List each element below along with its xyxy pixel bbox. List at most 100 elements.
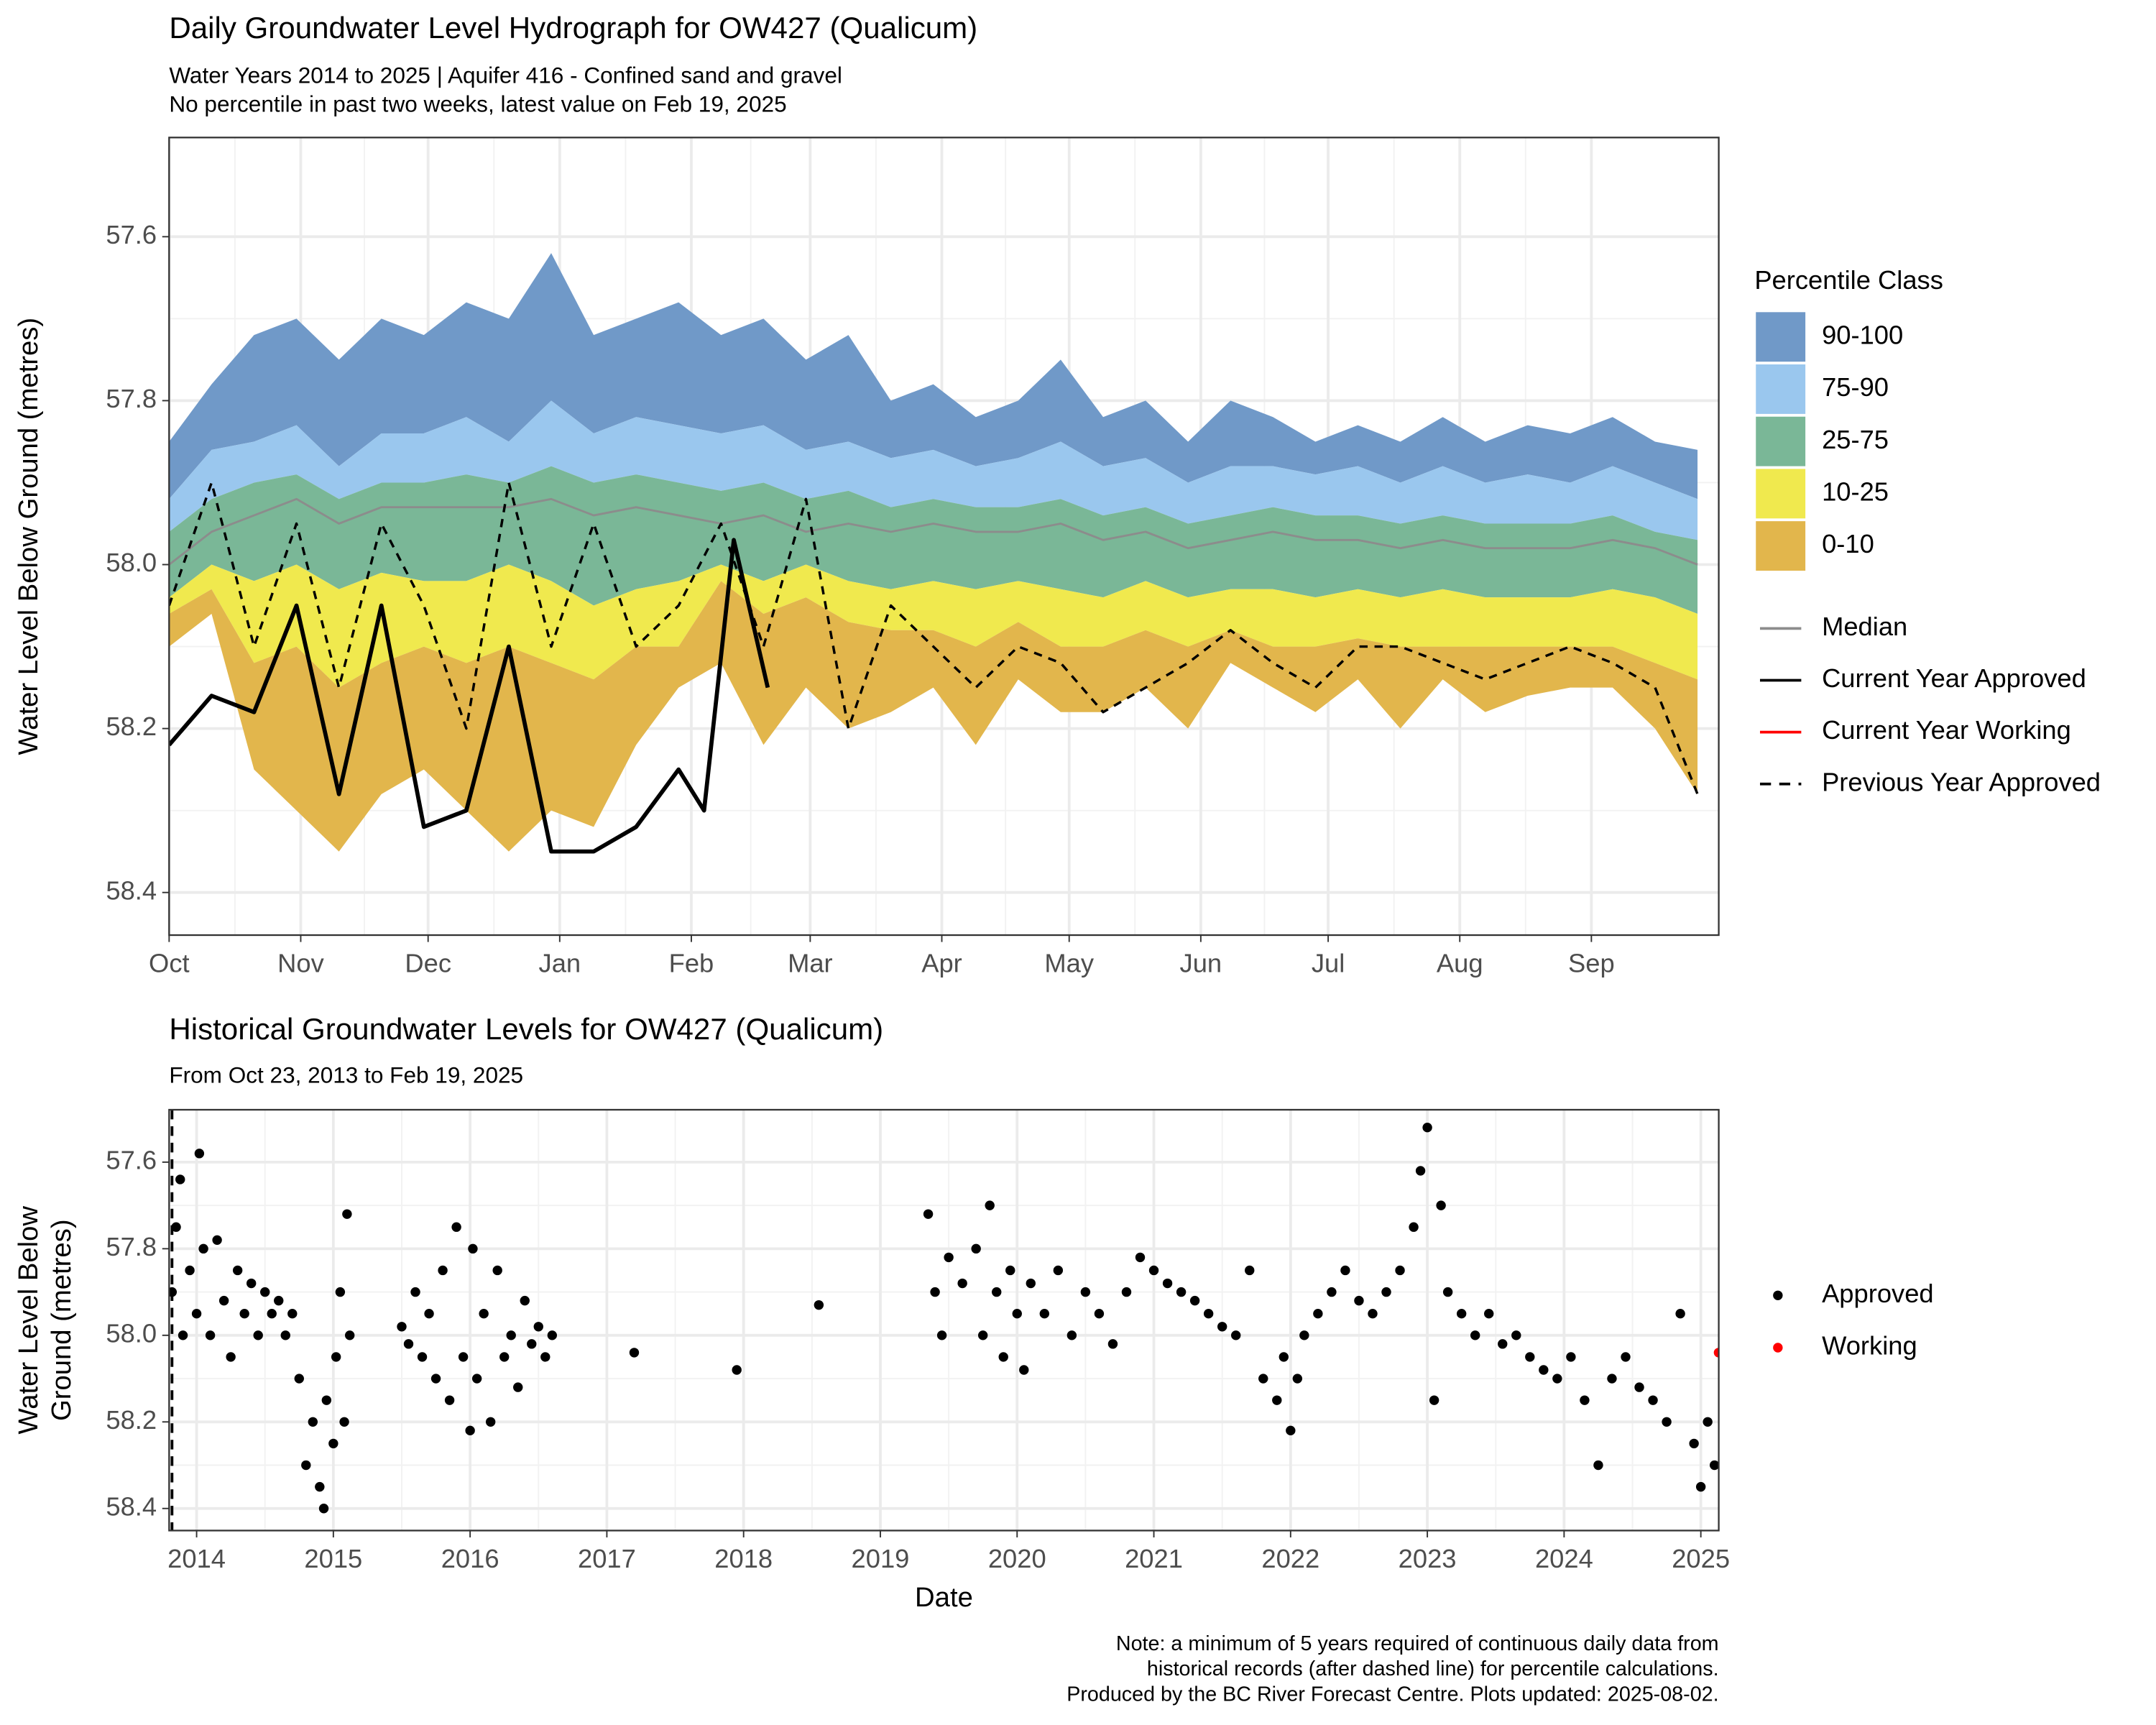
y-tick-label: 58.2 bbox=[106, 712, 157, 741]
data-point bbox=[468, 1243, 478, 1254]
data-point bbox=[1368, 1309, 1378, 1319]
data-point bbox=[957, 1278, 967, 1289]
data-point bbox=[1019, 1365, 1029, 1375]
x-tick-label: Dec bbox=[405, 949, 451, 978]
y-tick-label: 58.0 bbox=[106, 1318, 157, 1348]
x-tick-label: 2021 bbox=[1125, 1544, 1183, 1573]
data-point bbox=[998, 1352, 1008, 1362]
data-point bbox=[397, 1322, 407, 1332]
data-point bbox=[212, 1235, 222, 1246]
x-tick-label: Nov bbox=[277, 949, 324, 978]
series-line bbox=[169, 481, 1699, 795]
data-point bbox=[1340, 1265, 1350, 1276]
y-tick-label: 58.0 bbox=[106, 548, 157, 577]
data-point bbox=[294, 1374, 304, 1384]
data-point bbox=[992, 1287, 1002, 1297]
plot-area bbox=[169, 1110, 1719, 1531]
y-tick-label: 57.6 bbox=[106, 1145, 157, 1174]
data-point bbox=[1539, 1365, 1549, 1375]
data-point bbox=[301, 1460, 311, 1471]
data-point bbox=[1429, 1395, 1439, 1405]
data-point bbox=[430, 1374, 441, 1384]
x-tick-label: 2014 bbox=[167, 1544, 226, 1573]
data-point bbox=[308, 1417, 318, 1427]
data-point bbox=[328, 1438, 338, 1449]
series-line bbox=[169, 497, 1698, 566]
y-tick-label: 57.6 bbox=[106, 220, 157, 249]
chart-subtitle: No percentile in past two weeks, latest … bbox=[169, 91, 786, 117]
legend-swatch bbox=[1756, 469, 1806, 519]
legend-label: Current Year Working bbox=[1822, 715, 2071, 745]
data-point bbox=[1203, 1309, 1214, 1319]
x-tick-label: May bbox=[1044, 949, 1094, 978]
data-point bbox=[1552, 1374, 1562, 1384]
legend-label: 90-100 bbox=[1822, 320, 1903, 349]
y-axis-label: Ground (metres) bbox=[46, 1219, 77, 1421]
data-point bbox=[465, 1425, 475, 1436]
data-point bbox=[1621, 1352, 1631, 1362]
legend-dot bbox=[1773, 1290, 1783, 1300]
data-point bbox=[923, 1209, 934, 1219]
percentile-band bbox=[169, 564, 1698, 688]
legend-swatch bbox=[1756, 521, 1806, 571]
percentile-band bbox=[169, 253, 1698, 500]
data-point bbox=[479, 1309, 489, 1319]
y-tick-label: 57.8 bbox=[106, 384, 157, 413]
legend-label: Approved bbox=[1822, 1279, 1934, 1308]
data-point bbox=[1217, 1322, 1227, 1332]
data-point bbox=[1272, 1395, 1282, 1405]
chart-subtitle: From Oct 23, 2013 to Feb 19, 2025 bbox=[169, 1062, 523, 1087]
legend-swatch bbox=[1756, 312, 1806, 362]
data-point bbox=[1415, 1166, 1426, 1176]
x-tick-label: Oct bbox=[149, 949, 190, 978]
data-point bbox=[171, 1222, 181, 1232]
y-axis-label: Water Level Below Ground (metres) bbox=[13, 318, 44, 755]
chart-title: Daily Groundwater Level Hydrograph for O… bbox=[169, 11, 977, 45]
data-point bbox=[1580, 1395, 1590, 1405]
data-point bbox=[1231, 1330, 1241, 1340]
data-point bbox=[232, 1265, 243, 1276]
data-point bbox=[492, 1265, 502, 1276]
data-point bbox=[971, 1243, 981, 1254]
x-tick-label: 2016 bbox=[441, 1544, 499, 1573]
series-line bbox=[169, 538, 770, 854]
data-point bbox=[1279, 1352, 1289, 1362]
data-point bbox=[1121, 1287, 1132, 1297]
y-tick-label: 58.2 bbox=[106, 1405, 157, 1435]
data-point bbox=[339, 1417, 349, 1427]
x-tick-label: Mar bbox=[788, 949, 833, 978]
data-point bbox=[287, 1309, 298, 1319]
data-point bbox=[533, 1322, 543, 1332]
legend-swatch bbox=[1756, 364, 1806, 414]
data-point bbox=[1634, 1382, 1644, 1392]
data-point bbox=[417, 1352, 428, 1362]
data-point bbox=[274, 1295, 284, 1306]
data-point bbox=[403, 1339, 414, 1349]
data-point bbox=[936, 1330, 947, 1340]
data-point bbox=[218, 1295, 229, 1306]
data-point bbox=[267, 1309, 277, 1319]
x-tick-label: 2015 bbox=[304, 1544, 362, 1573]
data-point bbox=[1662, 1417, 1672, 1427]
marks bbox=[169, 1110, 1719, 1531]
x-tick-label: Jul bbox=[1312, 949, 1345, 978]
data-point bbox=[1189, 1295, 1200, 1306]
data-point bbox=[1162, 1278, 1173, 1289]
percentile-band bbox=[169, 581, 1698, 852]
data-point bbox=[1607, 1374, 1617, 1384]
data-point bbox=[1409, 1222, 1419, 1232]
x-tick-label: 2019 bbox=[852, 1544, 910, 1573]
percentile-band bbox=[169, 400, 1698, 540]
data-point bbox=[506, 1330, 516, 1340]
data-point bbox=[246, 1278, 257, 1289]
data-point bbox=[424, 1309, 434, 1319]
x-tick-label: 2022 bbox=[1261, 1544, 1319, 1573]
data-point bbox=[732, 1365, 742, 1375]
data-point bbox=[1148, 1265, 1159, 1276]
data-point bbox=[315, 1481, 325, 1492]
data-point bbox=[985, 1200, 995, 1210]
x-tick-label: 2023 bbox=[1399, 1544, 1457, 1573]
data-point bbox=[321, 1395, 332, 1405]
data-point bbox=[1484, 1309, 1494, 1319]
